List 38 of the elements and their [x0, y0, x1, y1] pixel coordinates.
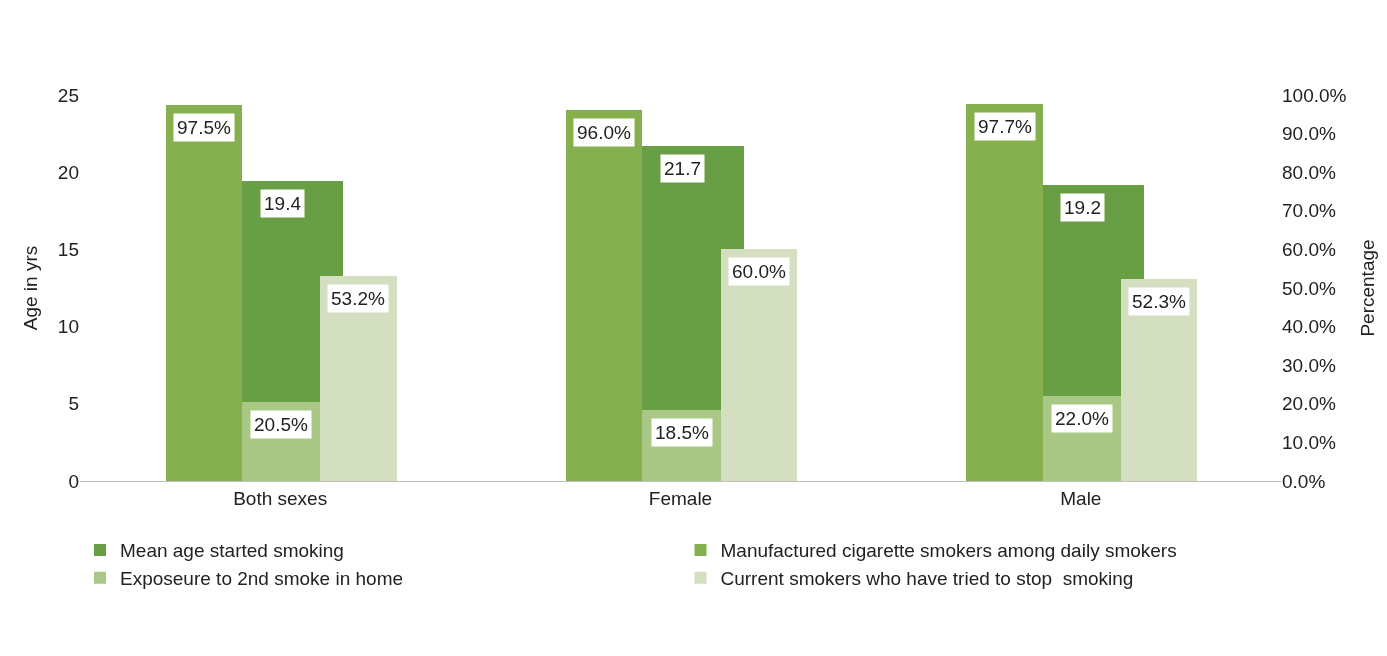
text: 19.2 [1064, 197, 1101, 218]
y2-tick-label: 80.0% [1282, 161, 1336, 183]
y2-tick-label: 20.0% [1282, 393, 1336, 415]
y2-tick-label: 60.0% [1282, 239, 1336, 261]
text: 97.7% [978, 116, 1032, 137]
legend-label: Manufactured cigarette smokers among daily smokers [720, 540, 1177, 562]
text: 96.0% [577, 122, 631, 143]
text: 19.4 [264, 193, 301, 214]
y-axis-title: Age in yrs [19, 245, 41, 331]
y2-tick-label: 50.0% [1282, 277, 1336, 299]
text: 21.7 [664, 158, 701, 179]
y2-tick-label: 0.0% [1282, 470, 1326, 492]
x-tick-label: Male [1060, 487, 1102, 509]
y2-tick-label: 10.0% [1282, 432, 1336, 454]
y2-tick-label: 40.0% [1282, 316, 1336, 338]
y2-tick-label: 30.0% [1282, 354, 1336, 376]
y2-tick-label: 70.0% [1282, 200, 1336, 222]
y-tick-label: 15 [57, 239, 79, 261]
text: 52.3% [1132, 291, 1186, 312]
legend-label: Current smokers who have tried to stop smoking [720, 568, 1134, 590]
y-tick-label: 20 [57, 161, 79, 183]
y-tick-label: 0 [68, 470, 79, 492]
y2-tick-label: 90.0% [1282, 123, 1336, 145]
text: 22.0% [1055, 408, 1109, 429]
text: 20.5% [254, 414, 308, 435]
text: 53.2% [331, 288, 385, 309]
x-tick-label: Female [648, 487, 713, 509]
text: 97.5% [177, 117, 231, 138]
y-tick-label: 5 [68, 393, 79, 415]
legend-label: Exposeure to 2nd smoke in home [120, 568, 404, 590]
text: 18.5% [655, 422, 709, 443]
y-tick-label: 10 [57, 316, 79, 338]
x-tick-label: Both sexes [233, 487, 328, 509]
y2-tick-label: 100.0% [1282, 84, 1347, 106]
y-tick-label: 25 [57, 84, 79, 106]
text: 60.0% [732, 261, 786, 282]
legend-label: Mean age started smoking [120, 540, 344, 562]
y2-axis-title: Percentage [1357, 239, 1379, 337]
